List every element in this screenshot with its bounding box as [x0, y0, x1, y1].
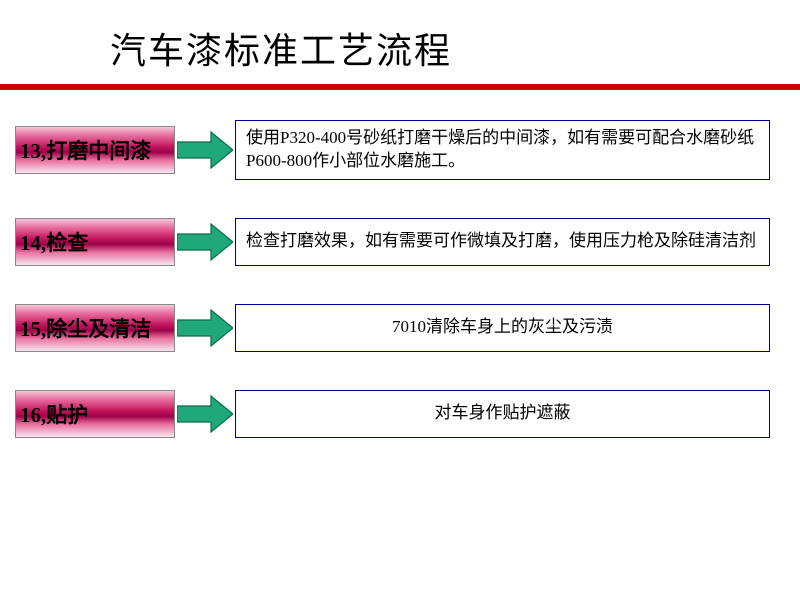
- arrow-icon: [175, 304, 235, 352]
- step-label: 15,除尘及清洁: [15, 304, 175, 352]
- arrow-icon: [175, 390, 235, 438]
- step-row: 16,贴护 对车身作贴护遮蔽: [15, 390, 770, 438]
- step-label: 14,检查: [15, 218, 175, 266]
- arrow-icon: [175, 218, 235, 266]
- steps-container: 13,打磨中间漆 使用P320-400号砂纸打磨干燥后的中间漆，如有需要可配合水…: [0, 90, 800, 438]
- step-description: 对车身作贴护遮蔽: [235, 390, 770, 438]
- step-row: 15,除尘及清洁 7010清除车身上的灰尘及污渍: [15, 304, 770, 352]
- page-title: 汽车漆标准工艺流程: [0, 0, 800, 84]
- step-row: 13,打磨中间漆 使用P320-400号砂纸打磨干燥后的中间漆，如有需要可配合水…: [15, 120, 770, 180]
- step-label: 16,贴护: [15, 390, 175, 438]
- step-description: 检查打磨效果，如有需要可作微填及打磨，使用压力枪及除硅清洁剂: [235, 218, 770, 266]
- arrow-icon: [175, 126, 235, 174]
- step-label: 13,打磨中间漆: [15, 126, 175, 174]
- step-description: 使用P320-400号砂纸打磨干燥后的中间漆，如有需要可配合水磨砂纸P600-8…: [235, 120, 770, 180]
- step-description: 7010清除车身上的灰尘及污渍: [235, 304, 770, 352]
- step-row: 14,检查 检查打磨效果，如有需要可作微填及打磨，使用压力枪及除硅清洁剂: [15, 218, 770, 266]
